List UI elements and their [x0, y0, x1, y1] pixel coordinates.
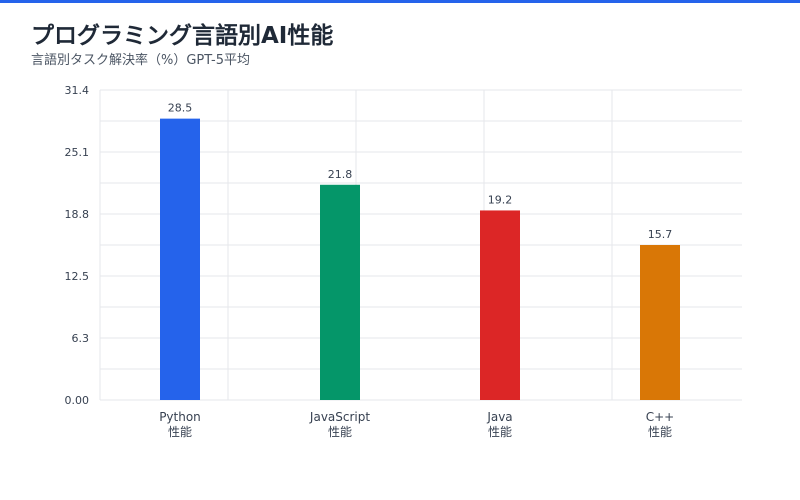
x-category-sublabel: 性能: [648, 425, 672, 439]
x-category-label: Python: [159, 410, 201, 424]
y-tick-label: 6.3: [72, 332, 90, 345]
accent-top-bar: [0, 0, 800, 3]
y-tick-label: 18.8: [65, 208, 90, 221]
bar-value-label: 21.8: [328, 168, 353, 181]
x-category-label: Java: [486, 410, 512, 424]
y-tick-label: 12.5: [65, 270, 90, 283]
chart-title: プログラミング言語別AI性能: [31, 23, 334, 49]
x-category-sublabel: 性能: [328, 425, 352, 439]
bar-java: [480, 210, 520, 400]
bar-javascript: [320, 184, 360, 400]
y-tick-label: 0.00: [65, 394, 90, 407]
x-category-label: JavaScript: [309, 410, 370, 424]
x-category-label: C++: [646, 410, 675, 424]
y-tick-label: 31.4: [65, 84, 90, 97]
bar-value-label: 19.2: [488, 193, 513, 206]
y-tick-label: 25.1: [65, 146, 90, 159]
bar-c: [640, 245, 680, 400]
bar-python: [160, 118, 200, 401]
chart-subtitle: 言語別タスク解決率（%）GPT-5平均: [31, 53, 250, 68]
x-category-sublabel: 性能: [168, 425, 192, 439]
x-category-sublabel: 性能: [488, 425, 512, 439]
bar-value-label: 15.7: [648, 228, 673, 241]
bar-value-label: 28.5: [168, 102, 193, 115]
